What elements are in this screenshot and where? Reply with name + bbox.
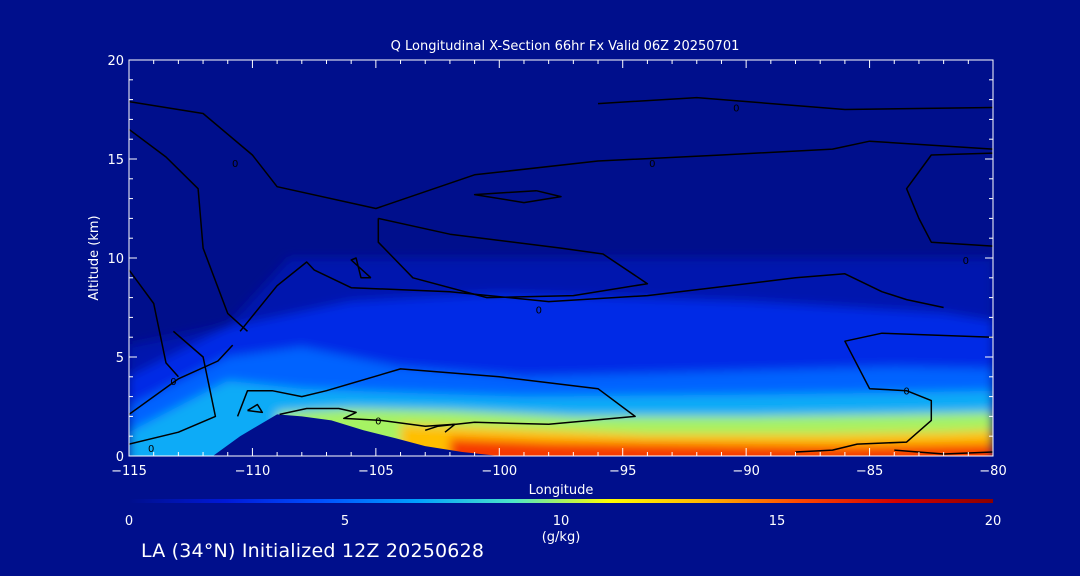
contour-line-8	[129, 344, 234, 416]
contour-line-11	[247, 403, 264, 414]
contour-line-10	[236, 368, 636, 432]
colorbar-ticks: 0 5 10 15 20	[125, 514, 1001, 529]
contour-line-0	[129, 100, 993, 210]
footer-caption: LA (34°N) Initialized 12Z 20250628	[141, 540, 485, 562]
terrain	[212, 414, 500, 456]
contour-line-4	[377, 217, 649, 299]
colorbar-tick-label: 15	[769, 514, 786, 529]
y-tick-label: 20	[107, 54, 124, 69]
x-tick-label: −105	[358, 464, 394, 479]
y-axis-label: Altitude (km)	[87, 215, 102, 300]
colorbar-tick-label: 0	[125, 514, 133, 529]
contour-lines	[129, 96, 993, 455]
x-tick-label: −80	[979, 464, 1006, 479]
contour-line-2	[129, 128, 249, 332]
x-tick-label: −85	[856, 464, 883, 479]
plot-area: 0 0 0 0 0 0 0 0 0	[129, 60, 993, 456]
contour-line-3	[473, 189, 562, 204]
colorbar	[129, 499, 993, 503]
y-tick-label: 15	[107, 153, 124, 168]
contour-line-6	[239, 261, 944, 332]
contour-label-1: 0	[649, 159, 655, 170]
colorbar-tick-label: 20	[985, 514, 1002, 529]
contour-labels: 0 0 0 0 0 0 0 0 0	[148, 104, 969, 456]
colorbar-tick-label: 10	[553, 514, 570, 529]
chart-title: Q Longitudinal X-Section 66hr Fx Valid 0…	[391, 39, 740, 54]
colorbar-tick-label: 5	[341, 514, 349, 529]
x-axis: −115 −110 −105 −100 −95 −90 −85 −80	[111, 60, 1007, 479]
x-tick-label: −100	[481, 464, 517, 479]
contour-label-8: 0	[903, 387, 909, 398]
terrain-profile	[212, 414, 500, 456]
x-tick-label: −90	[732, 464, 759, 479]
contour-label-5: 0	[170, 377, 176, 388]
moisture-band-6	[449, 438, 993, 456]
contour-label-7: 0	[375, 416, 381, 427]
contour-line-12	[279, 407, 456, 433]
y-tick-label: 10	[107, 252, 124, 267]
contour-line-9	[129, 330, 217, 445]
contour-line-15	[905, 152, 993, 247]
contour-line-13	[795, 332, 993, 453]
contour-label-4: 0	[963, 256, 969, 267]
x-tick-label: −115	[111, 464, 147, 479]
moisture-bands	[129, 258, 993, 456]
contour-line-1	[597, 96, 993, 111]
x-tick-label: −95	[609, 464, 636, 479]
y-tick-label: 5	[116, 351, 124, 366]
contour-label-2: 0	[733, 104, 739, 115]
y-axis: 0 5 10 15 20	[107, 54, 993, 465]
x-axis-label: Longitude	[529, 483, 594, 498]
contour-line-5	[350, 257, 372, 279]
contour-label-6: 0	[148, 444, 154, 455]
colorbar-label: (g/kg)	[542, 530, 581, 545]
y-tick-label: 0	[116, 450, 124, 465]
contour-label-0: 0	[232, 159, 238, 170]
x-tick-label: −110	[235, 464, 271, 479]
contour-label-3: 0	[536, 305, 542, 316]
contour-line-7	[129, 269, 179, 378]
